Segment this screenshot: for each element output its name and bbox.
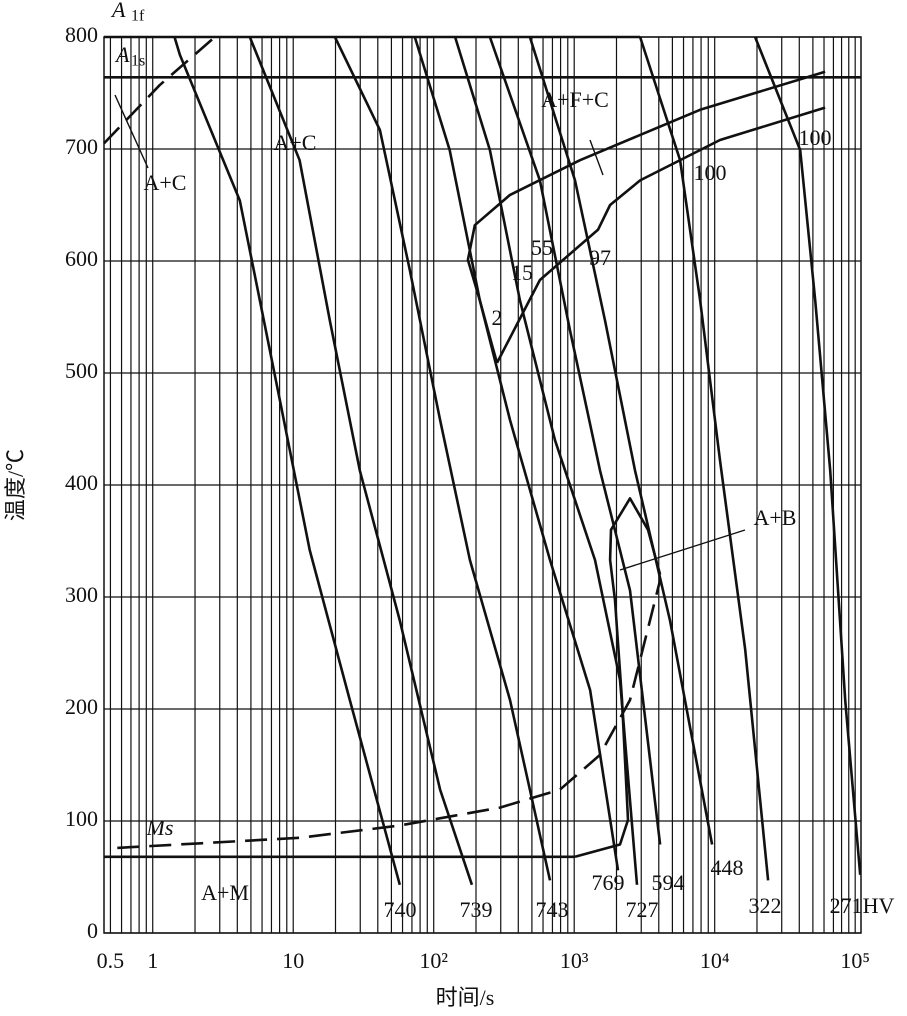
hardness-label: 740 (384, 897, 417, 922)
x-tick-label: 0.5 (97, 948, 125, 973)
region-label: 100 (694, 160, 727, 185)
y-tick-label: 400 (65, 470, 98, 495)
line-label: 1f (131, 8, 145, 25)
x-tick-label: 10⁵ (840, 948, 870, 973)
hardness-label: 594 (652, 870, 685, 895)
region-label: A+F+C (541, 87, 609, 112)
leader-line (619, 529, 746, 571)
x-tick-label: 10 (282, 948, 304, 973)
y-tick-label: 500 (65, 358, 98, 383)
curve (466, 70, 826, 364)
y-tick-label: 100 (65, 806, 98, 831)
region-label: 55 (531, 235, 553, 260)
region-label: Ms (146, 815, 174, 840)
hardness-label: 271HV (830, 893, 895, 918)
region-label: 15 (511, 260, 533, 285)
curve (495, 106, 826, 364)
region-label: A+M (201, 880, 249, 905)
curve (753, 36, 862, 875)
hardness-label: 448 (711, 855, 744, 880)
line-label: 1s (131, 53, 145, 70)
curve (173, 36, 402, 886)
region-label: A+B (754, 505, 797, 530)
curve (638, 36, 770, 881)
x-tick-label: 10⁴ (700, 948, 730, 973)
y-tick-label: 600 (65, 246, 98, 271)
curve (488, 36, 662, 845)
region-label: 97 (589, 245, 611, 270)
region-label: A+C (274, 130, 317, 155)
hardness-label: 739 (460, 897, 493, 922)
y-tick-label: 300 (65, 582, 98, 607)
hardness-label: 769 (592, 870, 625, 895)
hardness-label: 743 (536, 897, 569, 922)
x-tick-label: 10² (419, 948, 448, 973)
curve (413, 36, 620, 871)
curve (248, 36, 474, 886)
region-label: 2 (492, 305, 503, 330)
dashed-line (117, 579, 662, 850)
x-tick-label: 1 (147, 948, 158, 973)
hardness-label: 322 (749, 893, 782, 918)
line-label: A (114, 42, 130, 67)
region-label: 100 (799, 125, 832, 150)
y-tick-label: 0 (87, 918, 98, 943)
leader-line (114, 94, 149, 169)
leader-line (589, 139, 604, 176)
curve (574, 497, 662, 859)
dashed-line (103, 36, 216, 145)
x-tick-label: 10³ (560, 948, 589, 973)
y-tick-label: 700 (65, 134, 98, 159)
y-tick-label: 800 (65, 22, 98, 47)
hardness-label: 727 (626, 897, 659, 922)
curve (333, 36, 552, 881)
region-label: A+C (144, 170, 187, 195)
y-tick-label: 200 (65, 694, 98, 719)
line-label: A (110, 0, 126, 22)
x-axis-label: 时间/s (436, 985, 495, 1010)
curve (528, 36, 714, 845)
y-axis-label: 温度/℃ (3, 449, 28, 521)
